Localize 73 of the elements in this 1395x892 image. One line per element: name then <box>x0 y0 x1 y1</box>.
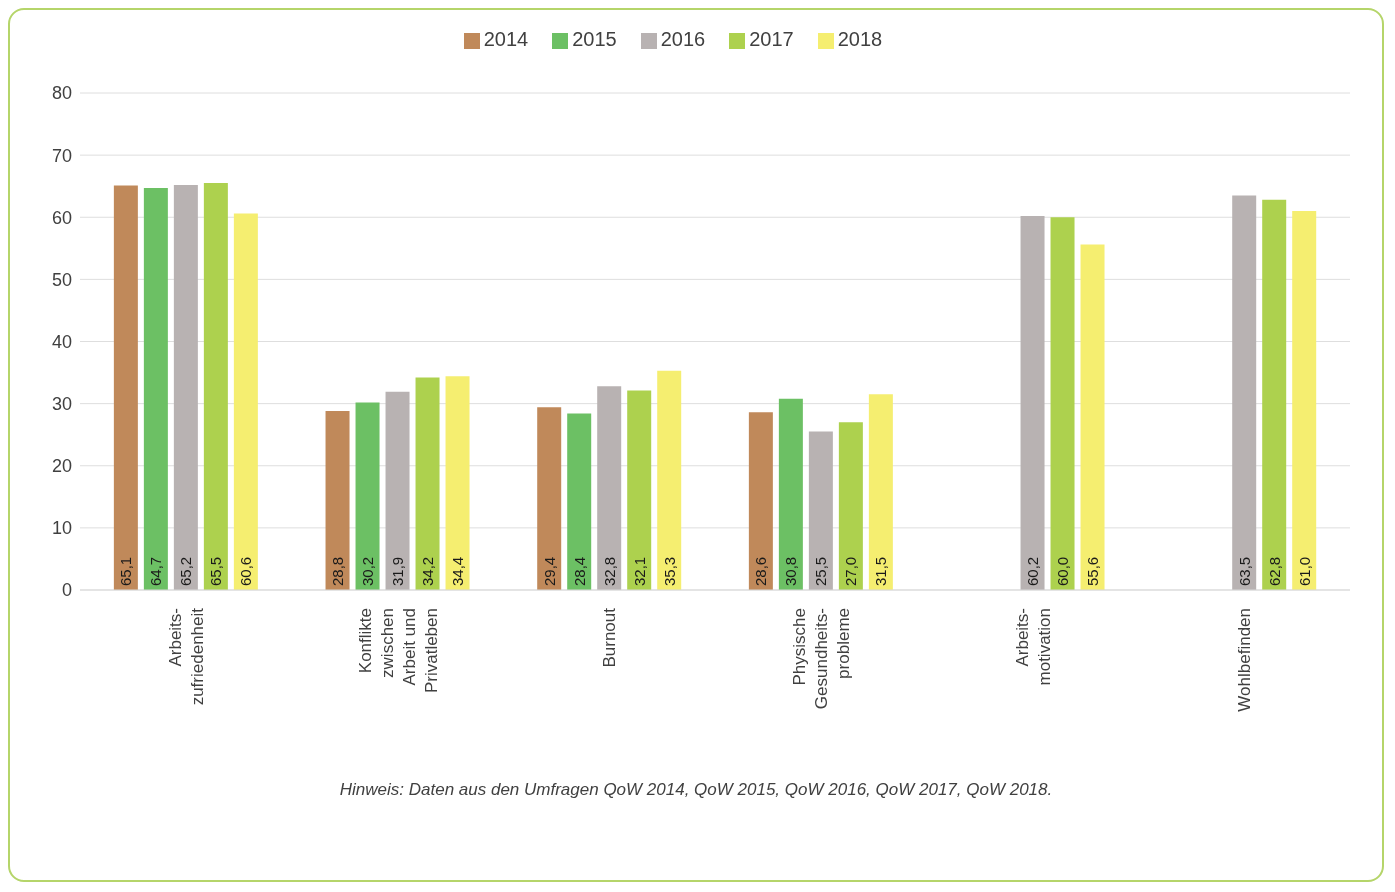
data-label: 65,1 <box>117 556 135 586</box>
data-label: 65,5 <box>207 556 225 586</box>
bar <box>1020 216 1045 590</box>
data-label: 34,2 <box>419 556 437 586</box>
data-label: 61,0 <box>1295 556 1313 586</box>
bar <box>537 407 562 590</box>
bar <box>567 413 592 590</box>
x-tick-label: Burnout <box>600 607 620 668</box>
data-label: 65,2 <box>177 556 195 586</box>
bar <box>233 213 258 590</box>
data-label: 28,4 <box>570 556 588 586</box>
bar <box>385 391 410 590</box>
x-tick-label: Physische Gesundheits- probleme <box>789 608 853 710</box>
bar <box>203 183 228 590</box>
bar <box>597 386 622 590</box>
y-tick-label: 60 <box>51 207 72 228</box>
x-tick-label: Wohlbefinden <box>1235 608 1255 712</box>
data-label: 55,6 <box>1084 556 1102 586</box>
bar <box>143 188 168 590</box>
data-label: 63,5 <box>1235 556 1253 586</box>
y-tick-label: 70 <box>51 145 72 166</box>
data-label: 27,0 <box>842 556 860 586</box>
data-label: 64,7 <box>147 556 165 586</box>
y-tick-label: 80 <box>51 83 72 104</box>
data-label: 35,3 <box>660 556 678 586</box>
bar <box>1050 217 1075 590</box>
y-tick-label: 0 <box>61 580 72 601</box>
bar <box>838 422 863 590</box>
y-tick-label: 10 <box>51 518 72 539</box>
bar <box>325 411 350 590</box>
bar <box>415 377 440 590</box>
data-label: 34,4 <box>449 556 467 586</box>
x-tick-label: Arbeits- zufriedenheit <box>165 607 207 706</box>
bar <box>657 370 682 590</box>
legend-label: 2015 <box>572 28 617 50</box>
data-label: 28,8 <box>329 556 347 586</box>
data-label: 25,5 <box>812 556 830 586</box>
data-label: 60,6 <box>237 556 255 586</box>
y-tick-label: 30 <box>51 394 72 415</box>
data-label: 32,8 <box>600 556 618 586</box>
legend-label: 2017 <box>749 28 794 50</box>
data-label: 62,8 <box>1265 556 1283 586</box>
data-label: 30,2 <box>359 556 377 586</box>
bar <box>868 394 893 590</box>
y-tick-label: 50 <box>51 269 72 290</box>
data-label: 28,6 <box>752 556 770 586</box>
bar <box>808 431 833 590</box>
data-label: 31,5 <box>872 556 890 586</box>
text: Hinweis: Daten aus den Umfragen QoW 2014, QoW 2015, QoW 2016, QoW 2017, QoW 2018. <box>338 780 1054 800</box>
data-label: 60,0 <box>1054 556 1072 586</box>
legend-label: 2014 <box>483 28 529 50</box>
y-tick-label: 20 <box>51 456 72 477</box>
bar <box>355 402 380 590</box>
bar <box>113 185 138 590</box>
bar <box>1232 195 1257 590</box>
data-label: 31,9 <box>389 556 407 586</box>
x-tick-label: Konflikte zwischen Arbeit und Privatleben <box>355 608 441 694</box>
bar <box>173 184 198 590</box>
data-label: 30,8 <box>782 556 800 586</box>
bar <box>1080 244 1105 590</box>
legend-label: 2016 <box>660 28 706 50</box>
legend-label: 2018 <box>837 28 883 50</box>
bar <box>778 398 803 590</box>
bar <box>445 376 470 590</box>
y-tick-label: 40 <box>51 331 72 352</box>
data-label: 32,1 <box>630 556 648 586</box>
bar <box>627 390 652 590</box>
data-label: 60,2 <box>1024 556 1042 586</box>
bar <box>1292 211 1317 590</box>
bar <box>748 412 773 590</box>
data-label: 29,4 <box>540 556 558 586</box>
bar <box>1262 199 1287 590</box>
x-tick-label: Arbeits- motivation <box>1012 608 1054 686</box>
